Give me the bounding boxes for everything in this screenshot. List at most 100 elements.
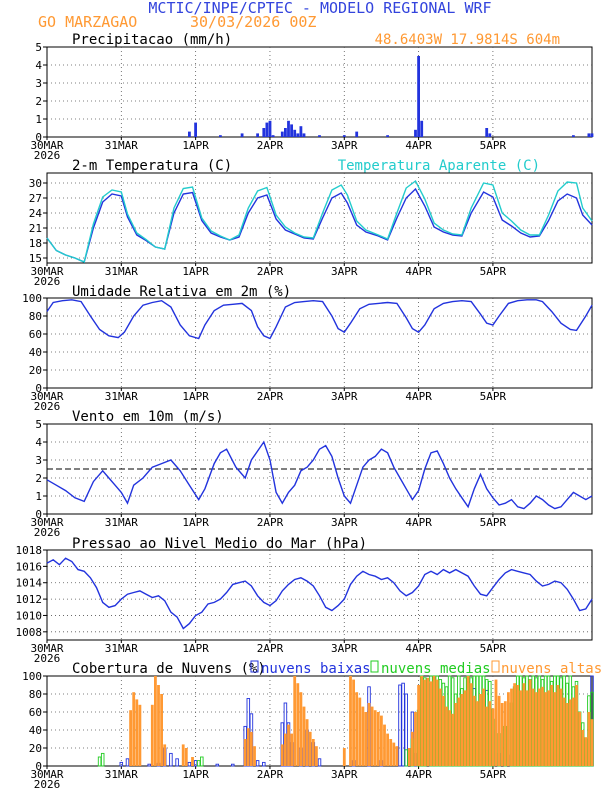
ytick-label-humidity: 60 bbox=[29, 328, 42, 341]
bar-clouds-2 bbox=[392, 742, 396, 766]
chart-frame-pressure bbox=[46, 549, 593, 641]
chart-frame-humidity bbox=[46, 297, 593, 389]
bar-clouds-2 bbox=[497, 695, 501, 766]
xtick-label-humidity: 1APR bbox=[182, 390, 209, 403]
xtick-label-clouds: 1APR bbox=[182, 768, 209, 781]
bar-clouds-2 bbox=[572, 697, 575, 766]
bar-precip-0 bbox=[293, 129, 297, 137]
ytick-label-temp: 24 bbox=[29, 207, 43, 220]
bar-clouds-0 bbox=[262, 761, 266, 767]
bar-clouds-2 bbox=[445, 706, 448, 766]
bar-clouds-2 bbox=[432, 676, 436, 766]
bar-precip-0 bbox=[420, 120, 424, 137]
bar-clouds-2 bbox=[476, 701, 479, 766]
bar-clouds-2 bbox=[299, 692, 303, 766]
bar-clouds-2 bbox=[448, 710, 451, 766]
header-coords: 48.6403W 17.9814S 604m bbox=[375, 32, 560, 48]
bar-clouds-2 bbox=[349, 676, 352, 766]
header-title: MCTIC/INPE/CPTEC - MODELO REGIONAL WRF bbox=[148, 0, 491, 17]
bar-precip-0 bbox=[219, 135, 222, 137]
bar-precip-0 bbox=[417, 56, 420, 137]
bar-precip-0 bbox=[240, 133, 244, 137]
bar-clouds-2 bbox=[531, 688, 535, 766]
ytick-label-wind: 5 bbox=[35, 418, 42, 431]
ytick-label-wind: 4 bbox=[35, 436, 42, 449]
bar-clouds-2 bbox=[507, 692, 510, 766]
legend-box-low-clouds bbox=[250, 660, 259, 673]
ytick-label-pressure: 1008 bbox=[16, 626, 43, 639]
bar-clouds-2 bbox=[290, 733, 293, 766]
bar-clouds-2 bbox=[568, 699, 572, 766]
legend-box-high-clouds bbox=[491, 660, 500, 673]
bar-precip-0 bbox=[287, 120, 290, 137]
bar-clouds-2 bbox=[516, 685, 520, 766]
bar-clouds-2 bbox=[438, 688, 442, 766]
ytick-label-wind: 1 bbox=[35, 490, 42, 503]
xtick-label-humidity: 30MAR bbox=[30, 390, 63, 403]
bar-clouds-2 bbox=[590, 719, 594, 766]
bar-clouds-1 bbox=[196, 760, 201, 767]
bar-clouds-2 bbox=[414, 712, 417, 766]
bar-clouds-2 bbox=[157, 685, 160, 766]
bar-clouds-2 bbox=[510, 688, 513, 766]
bar-clouds-2 bbox=[494, 679, 498, 766]
bar-clouds-2 bbox=[302, 706, 306, 766]
xtick-label-precip: 5APR bbox=[480, 139, 507, 152]
bar-clouds-2 bbox=[426, 677, 430, 766]
bar-clouds-2 bbox=[584, 737, 588, 766]
bar-clouds-2 bbox=[553, 692, 557, 766]
bar-clouds-2 bbox=[519, 690, 523, 766]
series-line-temp-1 bbox=[46, 179, 593, 263]
bar-clouds-2 bbox=[364, 712, 368, 766]
xtick-label-clouds: 4APR bbox=[405, 768, 432, 781]
xtick-year-clouds: 2026 bbox=[34, 778, 61, 791]
ytick-label-precip: 3 bbox=[35, 77, 42, 90]
xtick-label-pressure: 31MAR bbox=[105, 642, 138, 655]
bar-clouds-2 bbox=[311, 739, 315, 766]
xtick-year-precip: 2026 bbox=[34, 149, 61, 162]
bar-precip-0 bbox=[590, 133, 594, 137]
bar-precip-0 bbox=[299, 126, 303, 137]
bar-clouds-2 bbox=[556, 685, 560, 766]
bar-clouds-2 bbox=[575, 685, 578, 766]
bar-precip-0 bbox=[194, 122, 197, 137]
bar-clouds-2 bbox=[463, 690, 467, 766]
bar-clouds-2 bbox=[386, 733, 389, 766]
bar-clouds-2 bbox=[420, 676, 424, 766]
xtick-label-temp: 2APR bbox=[257, 265, 284, 278]
bar-clouds-2 bbox=[246, 728, 250, 766]
xtick-label-wind: 4APR bbox=[405, 516, 432, 529]
bar-precip-0 bbox=[290, 124, 293, 137]
ytick-label-clouds: 60 bbox=[29, 706, 42, 719]
bar-clouds-1 bbox=[97, 756, 102, 767]
ytick-label-temp: 21 bbox=[29, 222, 42, 235]
ytick-label-precip: 2 bbox=[35, 95, 42, 108]
ytick-label-clouds: 20 bbox=[29, 742, 42, 755]
bar-clouds-2 bbox=[525, 690, 529, 766]
bar-precip-0 bbox=[414, 129, 417, 137]
bar-clouds-2 bbox=[454, 703, 458, 766]
bar-precip-0 bbox=[271, 135, 275, 137]
bar-clouds-0 bbox=[401, 682, 405, 767]
xtick-label-pressure: 2APR bbox=[257, 642, 284, 655]
bar-clouds-2 bbox=[367, 703, 371, 766]
ytick-label-temp: 15 bbox=[29, 252, 42, 265]
xtick-label-temp: 4APR bbox=[405, 265, 432, 278]
xtick-label-wind: 1APR bbox=[182, 516, 209, 529]
ytick-label-wind: 3 bbox=[35, 454, 42, 467]
xtick-label-humidity: 4APR bbox=[405, 390, 432, 403]
xtick-label-temp: 30MAR bbox=[30, 265, 63, 278]
bar-clouds-2 bbox=[395, 746, 399, 766]
bar-clouds-2 bbox=[380, 715, 383, 766]
series-line-humidity-0 bbox=[46, 299, 593, 340]
bar-clouds-2 bbox=[284, 733, 287, 766]
ytick-label-pressure: 1018 bbox=[16, 544, 43, 557]
xtick-label-pressure: 5APR bbox=[480, 642, 507, 655]
xtick-label-humidity: 5APR bbox=[480, 390, 507, 403]
bar-clouds-0 bbox=[169, 752, 173, 767]
chart-title-humidity: Umidade Relativa em 2m (%) bbox=[72, 284, 291, 300]
